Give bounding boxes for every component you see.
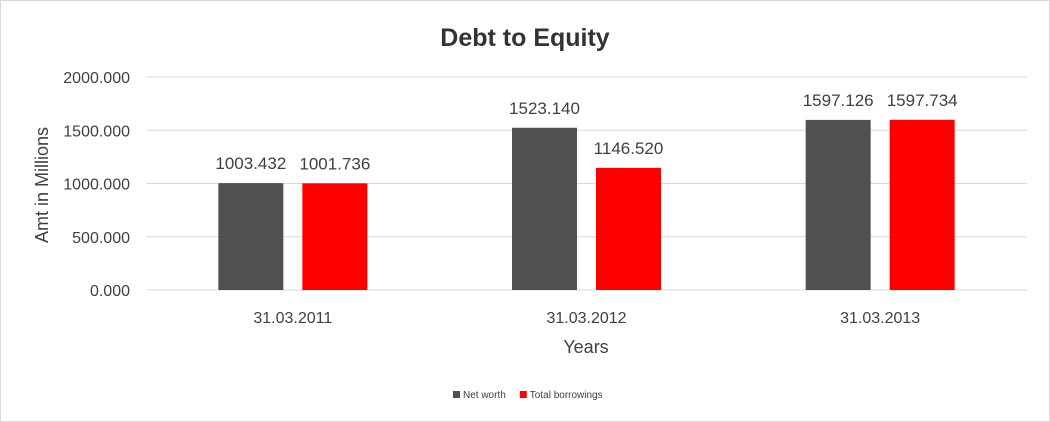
x-tick-label: 31.03.2012 <box>546 310 626 327</box>
data-label: 1597.734 <box>887 91 958 110</box>
y-tick-label: 2000.000 <box>63 70 130 87</box>
x-tick-label: 31.03.2011 <box>253 310 332 327</box>
legend: Net worth Total borrowings <box>453 390 603 401</box>
y-tick-label: 0.000 <box>90 283 130 300</box>
bar-net-worth <box>218 183 284 290</box>
bar-total-borrowings <box>889 119 955 290</box>
data-label: 1597.126 <box>803 91 874 110</box>
data-label: 1146.520 <box>594 139 664 158</box>
y-tick-label: 1500.000 <box>63 123 130 140</box>
bar-total-borrowings <box>596 167 661 290</box>
gridlines <box>146 76 1027 291</box>
bar-net-worth <box>805 119 871 290</box>
data-label: 1003.432 <box>215 154 286 173</box>
legend-label: Total borrowings <box>530 390 603 401</box>
legend-swatch <box>519 391 527 398</box>
y-tick-label: 500.000 <box>72 230 130 247</box>
bar-net-worth <box>512 127 577 291</box>
data-label: 1001.736 <box>299 154 370 173</box>
y-axis-title: Amt in Millions <box>32 127 52 243</box>
legend-swatch <box>453 391 460 398</box>
x-tick-label: 31.03.2013 <box>840 310 920 327</box>
y-tick-label: 1000.000 <box>63 177 130 194</box>
x-axis-ticks: 31.03.2011 31.03.2012 31.03.2013 <box>253 310 920 327</box>
data-labels: 1003.432 1001.736 1523.140 1146.520 1597.126… <box>215 91 957 173</box>
bar-total-borrowings <box>302 183 368 290</box>
bars <box>218 119 955 291</box>
y-axis-ticks: 0.000 500.000 1000.000 1500.000 2000.000 <box>63 70 130 300</box>
chart-title: Debt to Equity <box>440 24 610 52</box>
x-axis-title: Years <box>563 337 608 357</box>
data-label: 1523.140 <box>509 99 580 118</box>
legend-label: Net worth <box>463 390 506 401</box>
